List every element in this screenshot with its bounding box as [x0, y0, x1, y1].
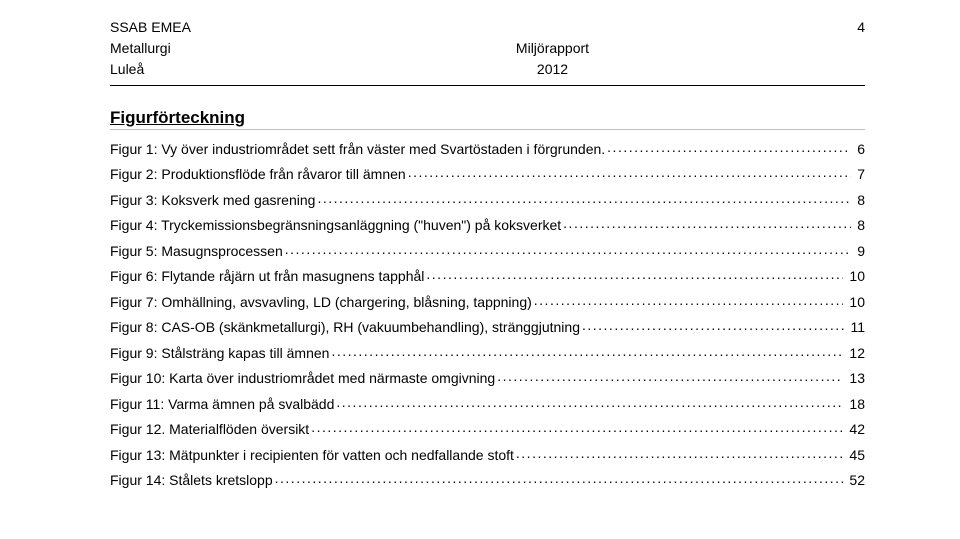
toc-leader [563, 216, 851, 230]
toc-entry: Figur 1: Vy över industriområdet sett fr… [110, 140, 865, 156]
toc-leader [607, 140, 851, 154]
header-divider [110, 85, 865, 86]
header-org: SSAB EMEA [110, 18, 191, 37]
toc-page: 52 [845, 473, 865, 487]
toc-label: Figur 10: Karta över industriområdet med… [110, 371, 495, 385]
toc-page: 8 [853, 218, 865, 232]
header-row-1: SSAB EMEA 4 [110, 18, 865, 37]
page-number: 4 [835, 18, 865, 37]
toc-label: Figur 1: Vy över industriområdet sett fr… [110, 142, 605, 156]
toc-leader [336, 395, 843, 409]
toc-entry: Figur 6: Flytande råjärn ut från masugne… [110, 267, 865, 283]
toc-label: Figur 12. Materialflöden översikt [110, 422, 309, 436]
toc-leader [516, 446, 844, 460]
toc-entry: Figur 10: Karta över industriområdet med… [110, 369, 865, 385]
header-row-2: Metallurgi Miljörapport [110, 39, 865, 58]
toc-page: 11 [846, 320, 865, 334]
toc-entry: Figur 14: Stålets kretslopp 52 [110, 471, 865, 487]
toc-leader [408, 165, 852, 179]
toc-entry: Figur 13: Mätpunkter i recipienten för v… [110, 446, 865, 462]
toc-entry: Figur 4: Tryckemissionsbegränsningsanläg… [110, 216, 865, 232]
toc-label: Figur 2: Produktionsflöde från råvaror t… [110, 167, 406, 181]
toc-leader [285, 242, 851, 256]
toc-leader [317, 191, 851, 205]
header-spacer [835, 39, 865, 58]
section-title: Figurförteckning [110, 108, 865, 130]
header-location: Luleå [110, 60, 270, 79]
toc-page: 7 [853, 167, 865, 181]
toc-entry: Figur 11: Varma ämnen på svalbädd 18 [110, 395, 865, 411]
toc-label: Figur 11: Varma ämnen på svalbädd [110, 397, 334, 411]
header-row-3: Luleå 2012 [110, 60, 865, 79]
toc-label: Figur 6: Flytande råjärn ut från masugne… [110, 269, 424, 283]
header-doc-title: Miljörapport [270, 39, 835, 58]
toc-leader [534, 293, 844, 307]
toc-entry: Figur 9: Stålsträng kapas till ämnen 12 [110, 344, 865, 360]
toc-leader [582, 318, 844, 332]
toc-page: 12 [845, 346, 865, 360]
toc-label: Figur 8: CAS-OB (skänkmetallurgi), RH (v… [110, 320, 580, 334]
toc-page: 42 [845, 422, 865, 436]
toc-entry: Figur 3: Koksverk med gasrening 8 [110, 191, 865, 207]
toc-page: 6 [853, 142, 865, 156]
toc-leader [497, 369, 843, 383]
toc-label: Figur 7: Omhällning, avsvavling, LD (cha… [110, 295, 532, 309]
toc-leader [426, 267, 843, 281]
page-header: SSAB EMEA 4 Metallurgi Miljörapport Lule… [110, 18, 865, 86]
toc-page: 8 [853, 193, 865, 207]
toc-label: Figur 5: Masugnsprocessen [110, 244, 283, 258]
header-year: 2012 [270, 60, 835, 79]
toc-entry: Figur 12. Materialflöden översikt 42 [110, 420, 865, 436]
toc-leader [275, 471, 844, 485]
toc-entry: Figur 8: CAS-OB (skänkmetallurgi), RH (v… [110, 318, 865, 334]
header-spacer-2 [835, 60, 865, 79]
toc-page: 10 [845, 295, 865, 309]
toc-label: Figur 13: Mätpunkter i recipienten för v… [110, 448, 514, 462]
toc-leader [311, 420, 843, 434]
toc-entry: Figur 5: Masugnsprocessen 9 [110, 242, 865, 258]
header-dept: Metallurgi [110, 39, 270, 58]
toc-page: 9 [853, 244, 865, 258]
table-of-figures: Figur 1: Vy över industriområdet sett fr… [110, 140, 865, 488]
toc-page: 45 [845, 448, 865, 462]
toc-page: 13 [845, 371, 865, 385]
document-page: SSAB EMEA 4 Metallurgi Miljörapport Lule… [0, 0, 960, 487]
toc-label: Figur 4: Tryckemissionsbegränsningsanläg… [110, 218, 561, 232]
toc-label: Figur 3: Koksverk med gasrening [110, 193, 315, 207]
toc-entry: Figur 2: Produktionsflöde från råvaror t… [110, 165, 865, 181]
toc-entry: Figur 7: Omhällning, avsvavling, LD (cha… [110, 293, 865, 309]
toc-leader [331, 344, 843, 358]
toc-page: 18 [845, 397, 865, 411]
toc-label: Figur 9: Stålsträng kapas till ämnen [110, 346, 329, 360]
toc-label: Figur 14: Stålets kretslopp [110, 473, 273, 487]
toc-page: 10 [845, 269, 865, 283]
